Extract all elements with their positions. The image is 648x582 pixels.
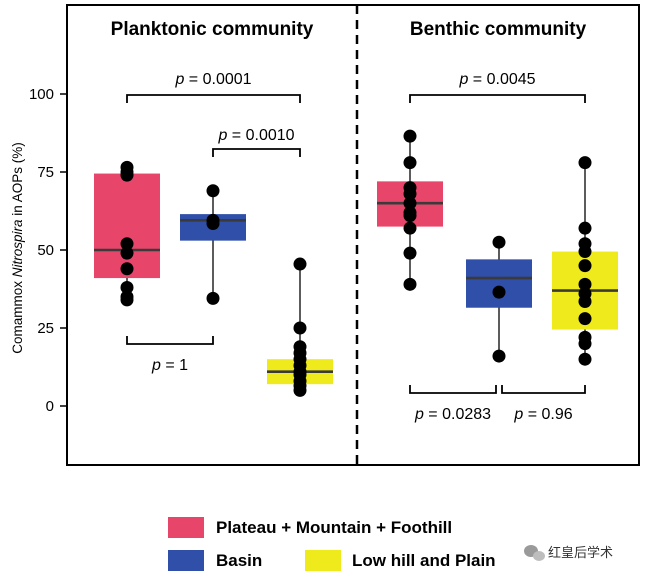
p-value-label: p = 0.96 — [513, 406, 572, 423]
legend-label-lowhill: Low hill and Plain — [352, 551, 496, 570]
y-tick-label: 0 — [46, 398, 54, 415]
data-point — [578, 337, 592, 351]
y-tick-label: 25 — [37, 320, 54, 337]
significance-bracket — [126, 94, 301, 103]
data-point — [578, 294, 592, 308]
box — [94, 173, 160, 279]
plot-frame — [66, 4, 640, 466]
data-point — [120, 237, 134, 251]
data-point — [293, 321, 307, 335]
box — [466, 259, 532, 308]
p-value-label: p = 0.0045 — [458, 71, 535, 88]
significance-bracket — [212, 148, 301, 157]
wechat-icon — [524, 545, 545, 561]
significance-bracket — [409, 385, 497, 394]
data-point — [120, 168, 134, 182]
p-value-label: p = 0.0001 — [174, 71, 251, 88]
data-point — [206, 216, 220, 230]
y-tick-label: 75 — [37, 164, 54, 181]
legend-swatch-lowhill — [305, 550, 341, 571]
legend-label-plateau: Plateau + Mountain + Foothill — [216, 518, 452, 537]
p-value-label: p = 1 — [151, 357, 188, 374]
data-point — [578, 277, 592, 291]
data-point — [403, 196, 417, 210]
panel-title-planktonic: Planktonic community — [111, 19, 314, 40]
data-point — [578, 352, 592, 366]
legend-label-basin: Basin — [216, 551, 262, 570]
significance-bracket — [501, 385, 586, 394]
data-point — [120, 293, 134, 307]
data-point — [403, 156, 417, 170]
data-point — [403, 209, 417, 223]
data-point — [293, 383, 307, 397]
legend: Plateau + Mountain + Foothill Basin Low … — [168, 517, 496, 571]
data-point — [403, 221, 417, 235]
watermark: 红皇后学术 — [524, 545, 613, 561]
data-point — [403, 129, 417, 143]
data-point — [206, 291, 220, 305]
data-point — [120, 246, 134, 260]
y-tick-label: 100 — [29, 86, 54, 103]
data-point — [492, 235, 506, 249]
legend-swatch-plateau — [168, 517, 204, 538]
data-point — [120, 280, 134, 294]
y-tick-label: 50 — [37, 242, 54, 259]
data-point — [403, 187, 417, 201]
data-point — [206, 184, 220, 198]
data-point — [293, 257, 307, 271]
significance-bracket — [126, 336, 214, 345]
panel-title-benthic: Benthic community — [410, 19, 587, 40]
y-axis-label: Comammox Nitrospira in AOPs (%) — [10, 142, 25, 354]
p-value-label: p = 0.0283 — [414, 406, 491, 423]
data-point — [403, 246, 417, 260]
data-point — [120, 262, 134, 276]
data-point — [492, 285, 506, 299]
data-point — [578, 259, 592, 273]
significance-bracket — [409, 94, 586, 103]
data-point — [578, 221, 592, 235]
data-point — [578, 245, 592, 259]
watermark-text: 红皇后学术 — [548, 545, 613, 560]
data-point — [403, 277, 417, 291]
p-value-label: p = 0.0010 — [217, 127, 294, 144]
data-point — [578, 312, 592, 326]
data-point — [492, 349, 506, 363]
data-point — [578, 156, 592, 170]
legend-swatch-basin — [168, 550, 204, 571]
